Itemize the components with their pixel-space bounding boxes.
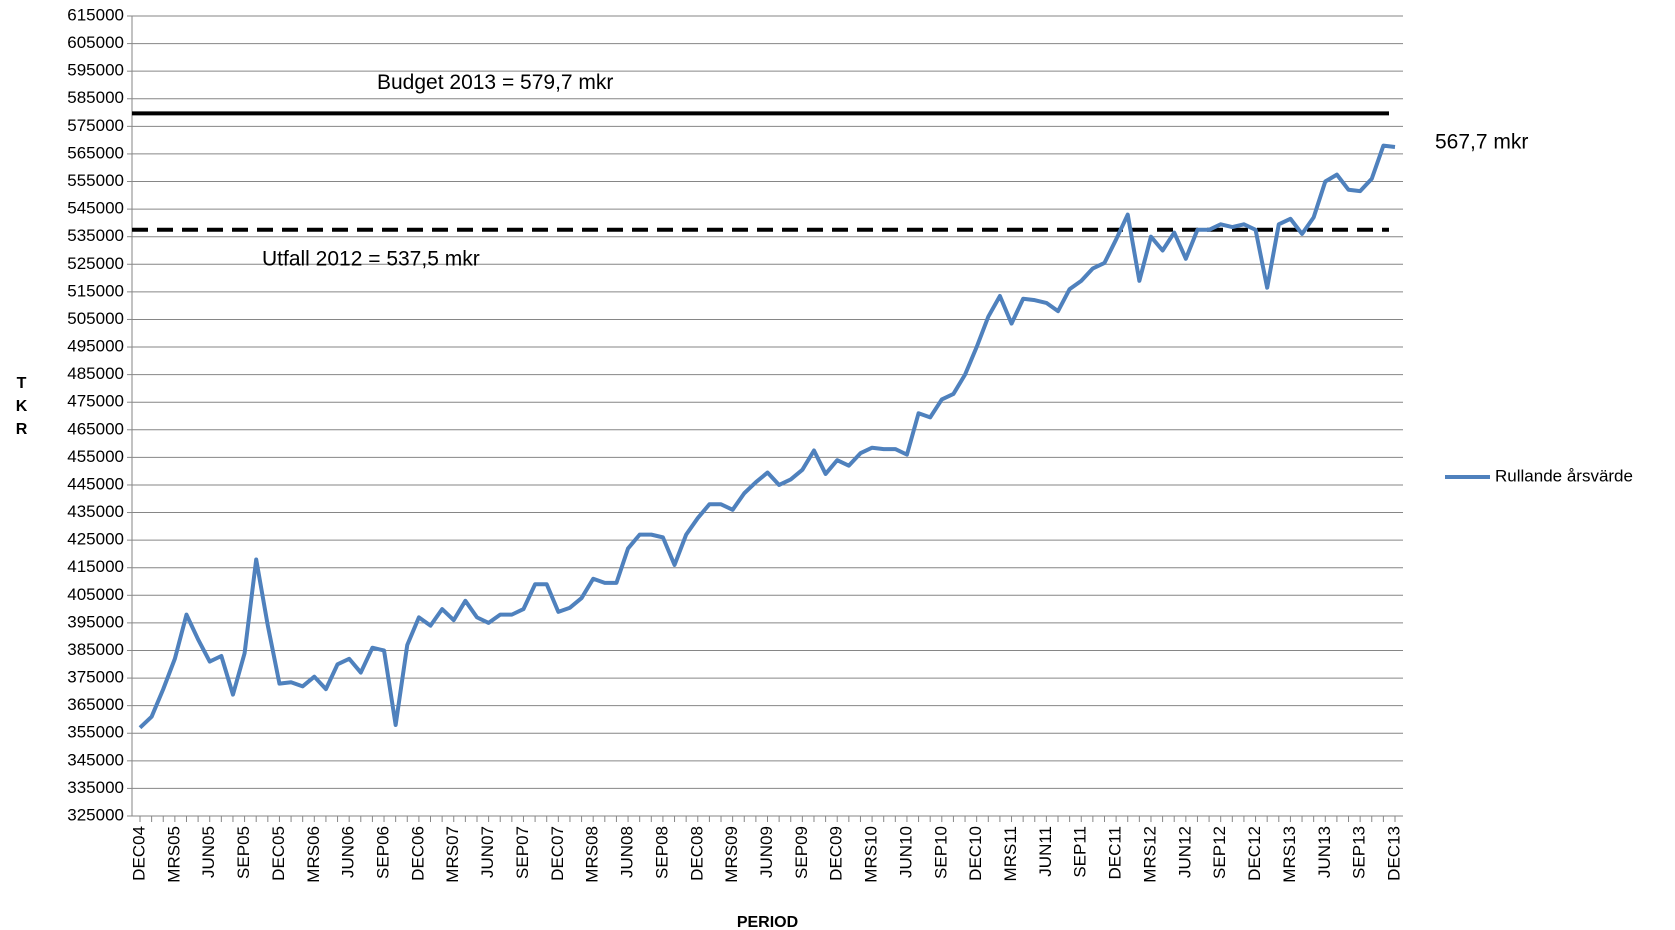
y-tick-label: 615000 [67, 5, 124, 24]
x-tick-label: JUN09 [757, 826, 776, 878]
y-tick-label: 525000 [67, 254, 124, 273]
y-tick-label: 395000 [67, 612, 124, 631]
x-tick-label: MRS07 [443, 826, 462, 883]
x-tick-label: MRS06 [304, 826, 323, 883]
x-tick-label: JUN13 [1315, 826, 1334, 878]
y-tick-label: 445000 [67, 474, 124, 493]
x-tick-label: DEC11 [1106, 826, 1125, 880]
y-tick-label: 405000 [67, 585, 124, 604]
x-tick-label: SEP12 [1210, 826, 1229, 879]
x-tick-label: SEP06 [374, 826, 393, 879]
x-tick-label: DEC08 [687, 826, 706, 881]
y-tick-label: 455000 [67, 447, 124, 466]
y-tick-label: 425000 [67, 530, 124, 549]
x-tick-label: DEC12 [1245, 826, 1264, 881]
y-tick-label: 595000 [67, 61, 124, 80]
x-tick-label: MRS12 [1140, 826, 1159, 883]
y-tick-label: 325000 [67, 805, 124, 824]
x-tick-label: MRS09 [722, 826, 741, 883]
y-tick-label: 545000 [67, 199, 124, 218]
y-tick-label: 515000 [67, 281, 124, 300]
x-tick-label: DEC06 [408, 826, 427, 881]
y-tick-label: 585000 [67, 88, 124, 107]
y-tick-label: 335000 [67, 778, 124, 797]
x-axis-label: PERIOD [737, 914, 798, 930]
x-tick-label: SEP07 [513, 826, 532, 879]
x-tick-label: JUN10 [896, 826, 915, 878]
y-axis-label: TKR [13, 375, 30, 444]
legend-label: Rullande årsvärde [1495, 466, 1633, 485]
x-tick-label: JUN07 [478, 826, 497, 878]
y-tick-label: 475000 [67, 392, 124, 411]
x-tick-label: SEP08 [652, 826, 671, 879]
x-tick-label: JUN11 [1036, 826, 1055, 877]
end-label: 567,7 mkr [1435, 131, 1528, 154]
x-tick-label: DEC09 [827, 826, 846, 881]
y-tick-label: 505000 [67, 309, 124, 328]
y-tick-label: 555000 [67, 171, 124, 190]
y-tick-label: 495000 [67, 337, 124, 356]
x-tick-label: MRS05 [164, 826, 183, 883]
y-tick-label: 385000 [67, 640, 124, 659]
x-tick-label: MRS11 [1001, 826, 1020, 881]
y-tick-label: 485000 [67, 364, 124, 383]
x-tick-label: JUN06 [339, 826, 358, 878]
y-tick-label: 345000 [67, 750, 124, 769]
x-tick-label: DEC05 [269, 826, 288, 881]
reference-label: Budget 2013 = 579,7 mkr [377, 71, 613, 94]
x-tick-label: JUN08 [618, 826, 637, 878]
x-tick-label: JUN05 [199, 826, 218, 878]
x-tick-label: SEP05 [234, 826, 253, 879]
y-tick-label: 535000 [67, 226, 124, 245]
y-tick-label: 365000 [67, 695, 124, 714]
x-tick-label: DEC10 [966, 826, 985, 881]
y-tick-label: 565000 [67, 143, 124, 162]
y-tick-label: 605000 [67, 33, 124, 52]
x-tick-label: SEP13 [1350, 826, 1369, 879]
x-tick-label: MRS13 [1280, 826, 1299, 883]
y-tick-label: 435000 [67, 502, 124, 521]
x-tick-label: DEC04 [129, 826, 148, 881]
y-tick-label: 415000 [67, 557, 124, 576]
y-tick-label: 375000 [67, 668, 124, 687]
x-tick-label: SEP11 [1071, 826, 1090, 878]
y-tick-label: 355000 [67, 723, 124, 742]
x-tick-label: JUN12 [1175, 826, 1194, 878]
x-tick-label: DEC13 [1384, 826, 1403, 881]
y-tick-label: 465000 [67, 419, 124, 438]
y-tick-label: 575000 [67, 116, 124, 135]
x-tick-label: MRS08 [583, 826, 602, 883]
reference-label: Utfall 2012 = 537,5 mkr [262, 247, 480, 270]
x-tick-label: SEP10 [931, 826, 950, 879]
x-tick-label: SEP09 [792, 826, 811, 879]
x-tick-label: DEC07 [548, 826, 567, 881]
data-line [138, 143, 1396, 730]
x-tick-label: MRS10 [862, 826, 881, 883]
